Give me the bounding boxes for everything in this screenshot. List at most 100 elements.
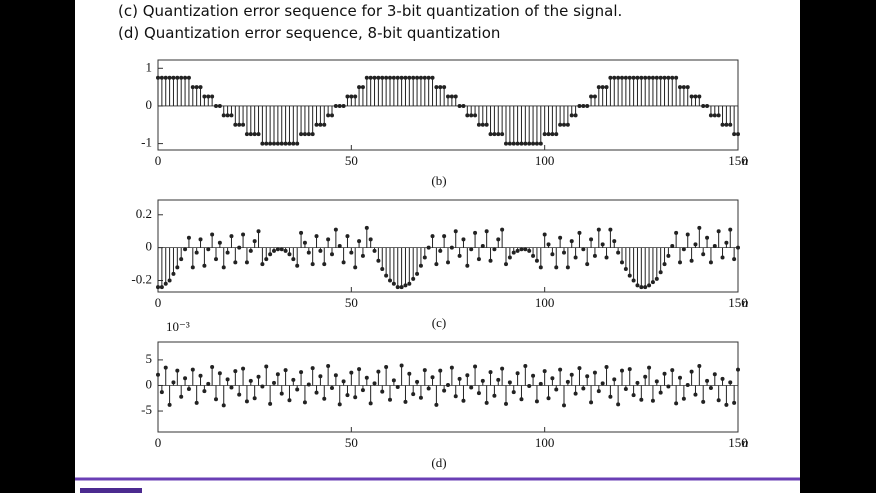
stem-dot <box>689 258 694 263</box>
stem-dot <box>353 395 358 400</box>
stem-dot <box>511 141 516 146</box>
stem-dot <box>585 103 590 108</box>
stem-dot <box>732 257 737 262</box>
stem-dot <box>519 141 524 146</box>
stem-dot <box>244 260 249 265</box>
stem-dot <box>523 247 528 252</box>
stem-dot <box>287 252 292 257</box>
stem-dot <box>705 235 710 240</box>
stem-dot <box>287 141 292 146</box>
stem-dot <box>476 122 481 127</box>
stem-dot <box>167 278 172 283</box>
stem-dot <box>333 227 338 232</box>
stem-dot <box>306 132 311 137</box>
stem-dot <box>357 239 362 244</box>
stem-dot <box>415 379 420 384</box>
stem-dot <box>275 247 280 252</box>
stem-dot <box>639 285 644 290</box>
stem-dot <box>581 386 586 391</box>
stem-dot <box>179 257 184 262</box>
stem-dot <box>217 371 222 376</box>
stem-dot <box>728 122 733 127</box>
stem-dot <box>244 399 249 404</box>
stem-dot <box>357 85 362 90</box>
stem-dot <box>724 402 729 407</box>
stem-dot <box>438 85 443 90</box>
stem-dot <box>341 103 346 108</box>
stem-dot <box>476 391 481 396</box>
stem-dot <box>488 370 493 375</box>
stem-dot <box>701 103 706 108</box>
stem-dot <box>333 103 338 108</box>
stem-dot <box>562 250 566 255</box>
stem-dot <box>426 245 431 250</box>
stem-dot <box>438 368 443 373</box>
stem-dot <box>357 367 362 372</box>
stem-dot <box>407 371 412 376</box>
stem-dot <box>349 250 354 255</box>
stem-dot <box>565 379 570 384</box>
stem-dot <box>214 103 218 108</box>
stem-dot <box>264 364 269 369</box>
stem-dot <box>500 132 505 137</box>
stem-dot <box>159 390 164 395</box>
stem-dot <box>318 374 323 379</box>
stem-dot <box>430 234 435 239</box>
stem-dot <box>368 75 373 80</box>
stem-dot <box>546 396 551 401</box>
stem-dot <box>314 234 319 239</box>
stem-dot <box>473 113 478 118</box>
stem-dot <box>159 75 164 80</box>
stem-dot <box>519 397 524 402</box>
stem-dot <box>449 94 454 99</box>
stem-dot <box>678 260 682 265</box>
stem-dot <box>620 260 624 265</box>
stem-dot <box>469 385 474 390</box>
stem-dot <box>562 403 566 408</box>
stem-dot <box>252 396 257 401</box>
stem-dot <box>565 122 570 127</box>
stem-dot <box>550 376 555 381</box>
stem-dot <box>372 248 377 253</box>
stem-dot <box>194 85 199 90</box>
stem-dot <box>538 141 543 146</box>
header-line: (d) Quantization error sequence, 8-bit q… <box>118 24 500 42</box>
stem-dot <box>697 364 702 369</box>
stem-dot <box>562 122 566 127</box>
stem-dot <box>399 75 404 80</box>
stem-dot <box>399 363 404 368</box>
y-scale-label: 10⁻³ <box>166 319 190 334</box>
stem-dot <box>248 378 253 383</box>
stem-dot <box>163 75 168 80</box>
stem-dot <box>701 399 706 404</box>
stem-dot <box>728 380 733 385</box>
stem-dot <box>635 75 640 80</box>
stem-dot <box>531 253 536 258</box>
stem-dot <box>403 75 408 80</box>
stem-dot <box>736 132 740 137</box>
stem-dot <box>314 122 319 127</box>
stem-dot <box>217 240 222 245</box>
stem-dot <box>368 401 373 406</box>
caption: (d) <box>431 455 446 470</box>
stem-dot <box>469 113 474 118</box>
stem-dot <box>291 377 296 382</box>
stem-dot <box>600 381 605 386</box>
stem-dot <box>283 368 288 373</box>
stem-dot <box>693 94 698 99</box>
stem-dot <box>287 398 292 403</box>
stem-dot <box>662 262 667 267</box>
stem-dot <box>608 75 613 80</box>
stem-dot <box>465 263 470 268</box>
stem-dot <box>391 378 396 383</box>
stem-dot <box>693 392 698 397</box>
stem-dot <box>515 248 520 253</box>
stem-dot <box>322 122 327 127</box>
stem-dot <box>654 379 659 384</box>
stem-dot <box>589 400 594 405</box>
stem-dot <box>225 377 230 382</box>
stem-dot <box>229 385 234 390</box>
stem-dot <box>531 373 536 378</box>
stem-dot <box>256 229 261 234</box>
stem-dot <box>372 381 377 386</box>
